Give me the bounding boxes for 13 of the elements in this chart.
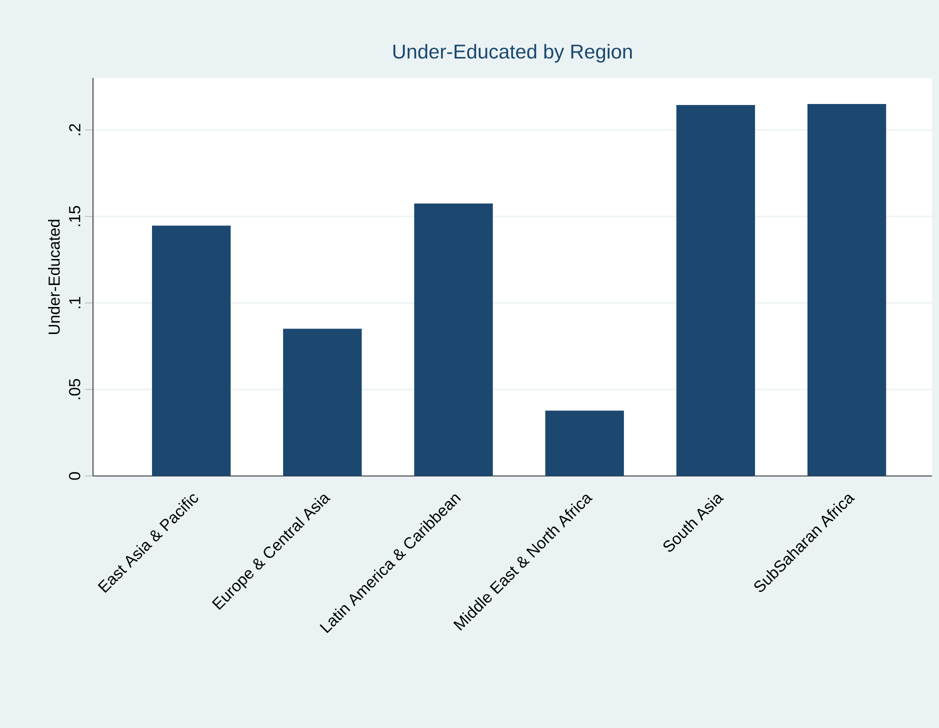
bar	[676, 104, 756, 476]
bar	[807, 104, 886, 476]
y-tick-label: 0	[68, 472, 80, 480]
chart-title: Under-Educated by Region	[393, 44, 632, 63]
bar	[283, 328, 362, 476]
y-axis-title: Under-Educated	[48, 220, 60, 334]
bar	[414, 203, 493, 476]
y-tick-label: .2	[69, 124, 80, 136]
bar	[152, 226, 231, 476]
y-tick-label: .1	[69, 297, 80, 308]
y-tick-label: .15	[69, 206, 80, 226]
bar	[545, 410, 624, 476]
y-tick-label: .05	[68, 379, 80, 400]
